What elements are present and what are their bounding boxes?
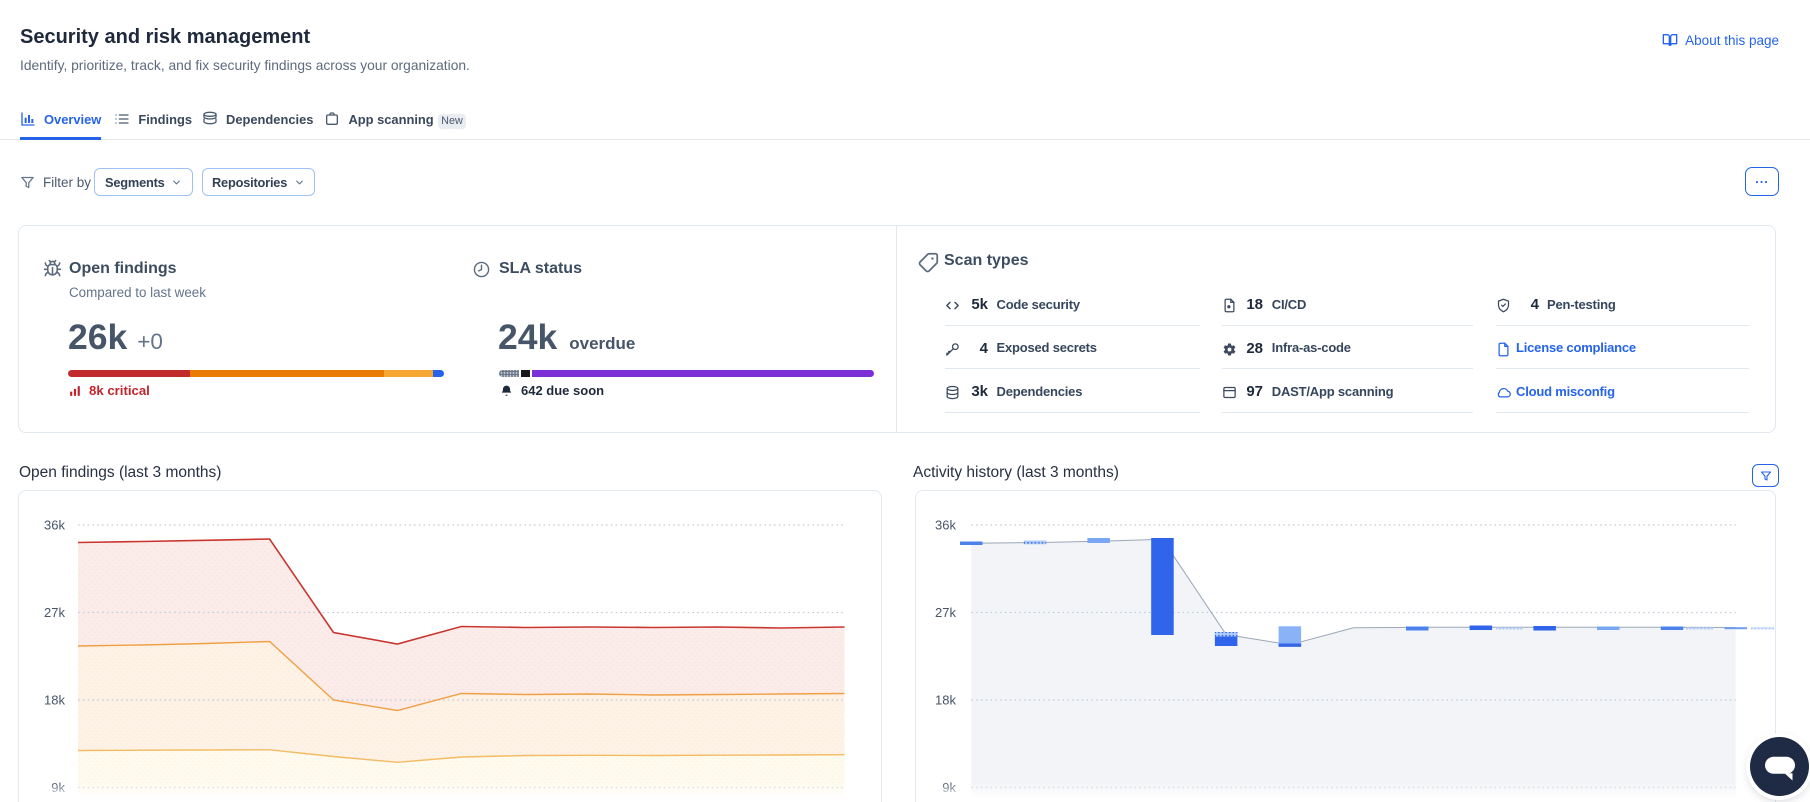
svg-text:18k: 18k	[935, 693, 956, 708]
svg-text:27k: 27k	[44, 605, 65, 620]
svg-text:27k: 27k	[935, 605, 956, 620]
svg-text:36k: 36k	[44, 518, 65, 533]
svg-text:18k: 18k	[44, 693, 65, 708]
svg-text:36k: 36k	[935, 518, 956, 533]
